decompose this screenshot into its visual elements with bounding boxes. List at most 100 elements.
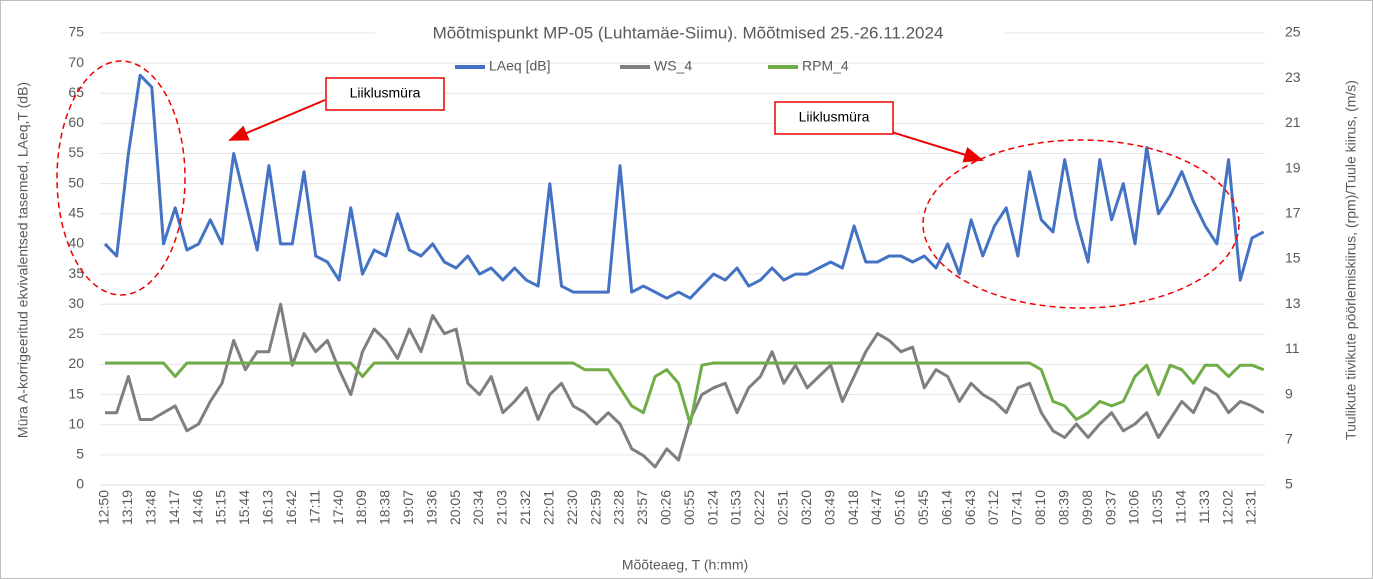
- y2-tick-label: 13: [1285, 295, 1301, 311]
- x-tick-label: 09:37: [1102, 490, 1118, 525]
- x-tick-label: 16:13: [260, 490, 276, 525]
- y-tick-label: 75: [68, 24, 84, 40]
- x-tick-label: 01:24: [704, 490, 720, 525]
- y-tick-label: 0: [76, 476, 84, 492]
- x-tick-label: 12:50: [96, 490, 112, 525]
- x-tick-label: 01:53: [728, 490, 744, 525]
- legend-label: RPM_4: [802, 58, 849, 74]
- y-axis-title: Müra A-korrigeeritud ekvivalentsed tasem…: [15, 82, 31, 438]
- legend-label: LAeq [dB]: [489, 58, 551, 74]
- x-tick-label: 07:12: [985, 490, 1001, 525]
- x-tick-label: 21:32: [517, 490, 533, 525]
- x-tick-label: 21:03: [494, 490, 510, 525]
- x-tick-label: 17:40: [330, 490, 346, 525]
- y-tick-label: 35: [68, 265, 84, 281]
- y-tick-label: 65: [68, 84, 84, 100]
- x-tick-label: 13:48: [143, 490, 159, 525]
- x-tick-label: 14:17: [166, 490, 182, 525]
- y-tick-label: 5: [76, 446, 84, 462]
- series-line: [105, 361, 1265, 426]
- x-tick-label: 06:14: [938, 490, 954, 525]
- y-tick-label: 15: [68, 385, 84, 401]
- annotation-arrow: [884, 129, 984, 163]
- y2-tick-label: 21: [1285, 114, 1301, 130]
- x-tick-label: 05:45: [915, 490, 931, 525]
- x-tick-label: 03:20: [798, 490, 814, 525]
- x-tick-label: 05:16: [892, 490, 908, 525]
- y2-tick-label: 7: [1285, 431, 1293, 447]
- x-tick-label: 22:30: [564, 490, 580, 525]
- legend-label: WS_4: [654, 58, 692, 74]
- series-line: [105, 302, 1265, 469]
- y2-tick-label: 15: [1285, 250, 1301, 266]
- x-tick-label: 11:33: [1196, 490, 1212, 524]
- annotation-arrow: [228, 99, 326, 141]
- x-tick-label: 00:55: [681, 490, 697, 525]
- y-tick-label: 55: [68, 144, 84, 160]
- y2-tick-label: 9: [1285, 385, 1293, 401]
- y-tick-label: 70: [68, 54, 84, 70]
- x-tick-label: 20:34: [470, 490, 486, 525]
- x-tick-label: 19:36: [423, 490, 439, 525]
- y-tick-label: 10: [68, 415, 84, 431]
- y2-tick-label: 11: [1285, 340, 1300, 356]
- x-tick-label: 06:43: [962, 490, 978, 525]
- y-tick-label: 30: [68, 295, 84, 311]
- x-tick-label: 10:06: [1126, 490, 1142, 525]
- x-tick-label: 12:02: [1219, 490, 1235, 525]
- y2-tick-label: 17: [1285, 205, 1301, 221]
- y-tick-label: 20: [68, 355, 84, 371]
- x-tick-label: 13:19: [119, 490, 135, 525]
- series: [103, 73, 1265, 469]
- x-tick-label: 04:47: [868, 490, 884, 525]
- legend: LAeq [dB] WS_4 RPM_4: [455, 58, 849, 74]
- x-tick-label: 20:05: [447, 490, 463, 525]
- x-tick-label: 15:44: [236, 490, 252, 525]
- y-tick-label: 60: [68, 114, 84, 130]
- x-axis-title: Mõõteaeg, T (h:mm): [622, 557, 748, 573]
- x-tick-label: 22:01: [540, 490, 556, 525]
- annotation-text: Liiklusmüra: [350, 85, 421, 101]
- x-tick-label: 00:26: [657, 490, 673, 525]
- x-tick-label: 07:41: [1009, 490, 1025, 525]
- x-tick-label: 16:42: [283, 490, 299, 525]
- x-tick-label: 17:11: [306, 490, 322, 524]
- x-tick-label: 10:35: [1149, 490, 1165, 525]
- x-tick-label: 08:39: [1055, 490, 1071, 525]
- series-line: [103, 73, 1265, 300]
- annotation-box: [325, 77, 445, 111]
- x-tick-label: 03:49: [821, 490, 837, 525]
- y2-tick-label: 5: [1285, 476, 1293, 492]
- annotation-ellipse: [922, 139, 1240, 309]
- y2-tick-label: 19: [1285, 159, 1301, 175]
- annotation-text: Liiklusmüra: [799, 109, 870, 125]
- y2-axis-title: Tuulikute tiivikute pöörlemiskiirus, (rp…: [1343, 80, 1359, 440]
- y-tick-label: 40: [68, 235, 84, 251]
- y-tick-label: 25: [68, 325, 84, 341]
- x-tick-label: 08:10: [1032, 490, 1048, 525]
- annotation-box: [774, 101, 894, 135]
- x-tick-label: 11:04: [1172, 490, 1188, 524]
- x-tick-label: 18:38: [377, 490, 393, 525]
- grid: 0 5 10 15 20 25 30 35 40 45 50 55 60 65 70 75 5 7 9 11 13 15 1…: [68, 24, 1300, 525]
- chart-title: Mõõtmispunkt MP-05 (Luhtamäe-Siimu). Mõõ…: [433, 23, 944, 42]
- x-tick-label: 09:08: [1079, 490, 1095, 525]
- y-tick-label: 45: [68, 205, 84, 221]
- x-tick-label: 22:59: [587, 490, 603, 525]
- x-tick-label: 23:57: [634, 490, 650, 525]
- x-tick-label: 12:31: [1243, 490, 1259, 525]
- x-tick-label: 02:22: [751, 490, 767, 525]
- x-tick-label: 02:51: [775, 490, 791, 525]
- x-tick-label: 18:09: [353, 490, 369, 525]
- x-tick-label: 19:07: [400, 490, 416, 525]
- x-tick-label: 04:18: [845, 490, 861, 525]
- title-bg: [375, 22, 1005, 46]
- x-tick-label: 14:46: [189, 490, 205, 525]
- y2-tick-label: 25: [1285, 24, 1301, 40]
- y2-tick-label: 23: [1285, 69, 1301, 85]
- annotation-ellipse: [56, 60, 186, 296]
- x-tick-label: 23:28: [611, 490, 627, 525]
- x-tick-label: 15:15: [213, 490, 229, 525]
